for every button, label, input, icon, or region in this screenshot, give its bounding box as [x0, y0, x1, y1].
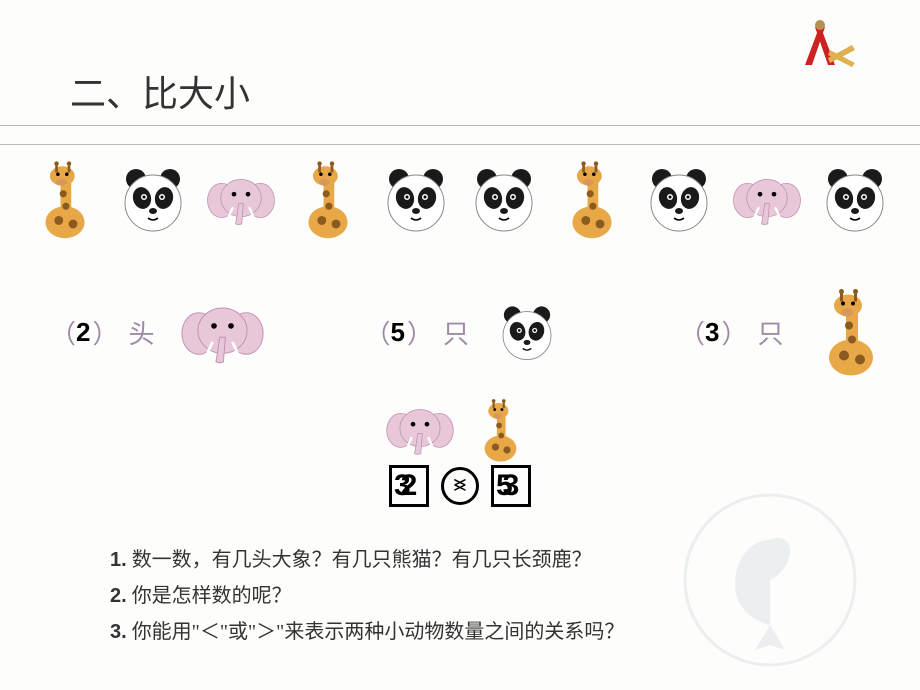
panda-mw: 只 — [443, 314, 469, 351]
compare-elephant-icon — [385, 400, 455, 460]
operator-circle: < > — [441, 467, 479, 505]
op-gt: > — [453, 473, 467, 500]
question-2: 2. 你是怎样数的呢？ — [110, 578, 880, 614]
left-number-box: 2 3 — [389, 465, 429, 507]
elephant-count-text: （ 2 ） 头 — [50, 314, 155, 351]
giraffe-icon — [293, 160, 363, 240]
q2-num: 2. — [110, 585, 127, 607]
left-num-overlap: 3 — [394, 469, 411, 503]
panda-count-text: （ 5 ） 只 — [365, 314, 470, 351]
giraffe-count-text: （ 3 ） 只 — [679, 314, 784, 351]
giraffe-mw: 只 — [758, 314, 784, 351]
close-paren: ） — [407, 314, 433, 351]
divider-line-2 — [0, 144, 920, 145]
questions-block: 1. 数一数，有几头大象？有几只熊猫？有几只长颈鹿？ 2. 你是怎样数的呢？ 3… — [110, 542, 880, 650]
elephant-icon-large — [180, 290, 265, 375]
open-paren: （ — [679, 314, 705, 351]
elephant-icon — [732, 160, 802, 240]
close-paren: ） — [92, 314, 118, 351]
q3-text: 你能用"＜"或"＞"来表示两种小动物数量之间的关系吗？ — [127, 621, 625, 643]
giraffe-count-group: （ 3 ） 只 — [679, 290, 894, 375]
close-paren: ） — [722, 314, 748, 351]
panda-count: 5 — [391, 317, 407, 348]
giraffe-icon — [30, 160, 100, 240]
slide-container: 二、比大小 — [0, 0, 920, 690]
giraffe-icon — [557, 160, 627, 240]
question-3: 3. 你能用"＜"或"＞"来表示两种小动物数量之间的关系吗？ — [110, 614, 880, 650]
right-num-overlap: 5 — [496, 469, 513, 503]
q1-text: 数一数，有几头大象？有几只熊猫？有几只长颈鹿？ — [127, 549, 592, 571]
elephant-icon — [206, 160, 276, 240]
panda-icon-large — [494, 300, 559, 365]
panda-icon — [118, 160, 188, 240]
panda-icon — [644, 160, 714, 240]
animals-row — [30, 160, 890, 240]
page-title: 二、比大小 — [70, 65, 880, 117]
open-paren: （ — [50, 314, 76, 351]
open-paren: （ — [365, 314, 391, 351]
q1-num: 1. — [110, 549, 127, 571]
q3-num: 3. — [110, 621, 127, 643]
panda-icon — [381, 160, 451, 240]
compare-giraffe-icon — [465, 400, 535, 460]
panda-count-group: （ 5 ） 只 — [365, 300, 560, 365]
giraffe-icon-large — [809, 290, 894, 375]
panda-icon — [469, 160, 539, 240]
giraffe-count: 3 — [705, 317, 721, 348]
panda-icon — [820, 160, 890, 240]
right-number-box: 3 5 — [491, 465, 531, 507]
divider-line-1 — [0, 125, 920, 126]
compare-animals-row — [0, 400, 920, 460]
q2-text: 你是怎样数的呢？ — [127, 585, 292, 607]
elephant-count: 2 — [76, 317, 92, 348]
elephant-mw: 头 — [129, 314, 155, 351]
compass-ruler-icon — [800, 15, 860, 70]
counts-row: （ 2 ） 头 （ 5 ） 只 — [50, 290, 890, 375]
question-1: 1. 数一数，有几头大象？有几只熊猫？有几只长颈鹿？ — [110, 542, 880, 578]
elephant-count-group: （ 2 ） 头 — [50, 290, 265, 375]
